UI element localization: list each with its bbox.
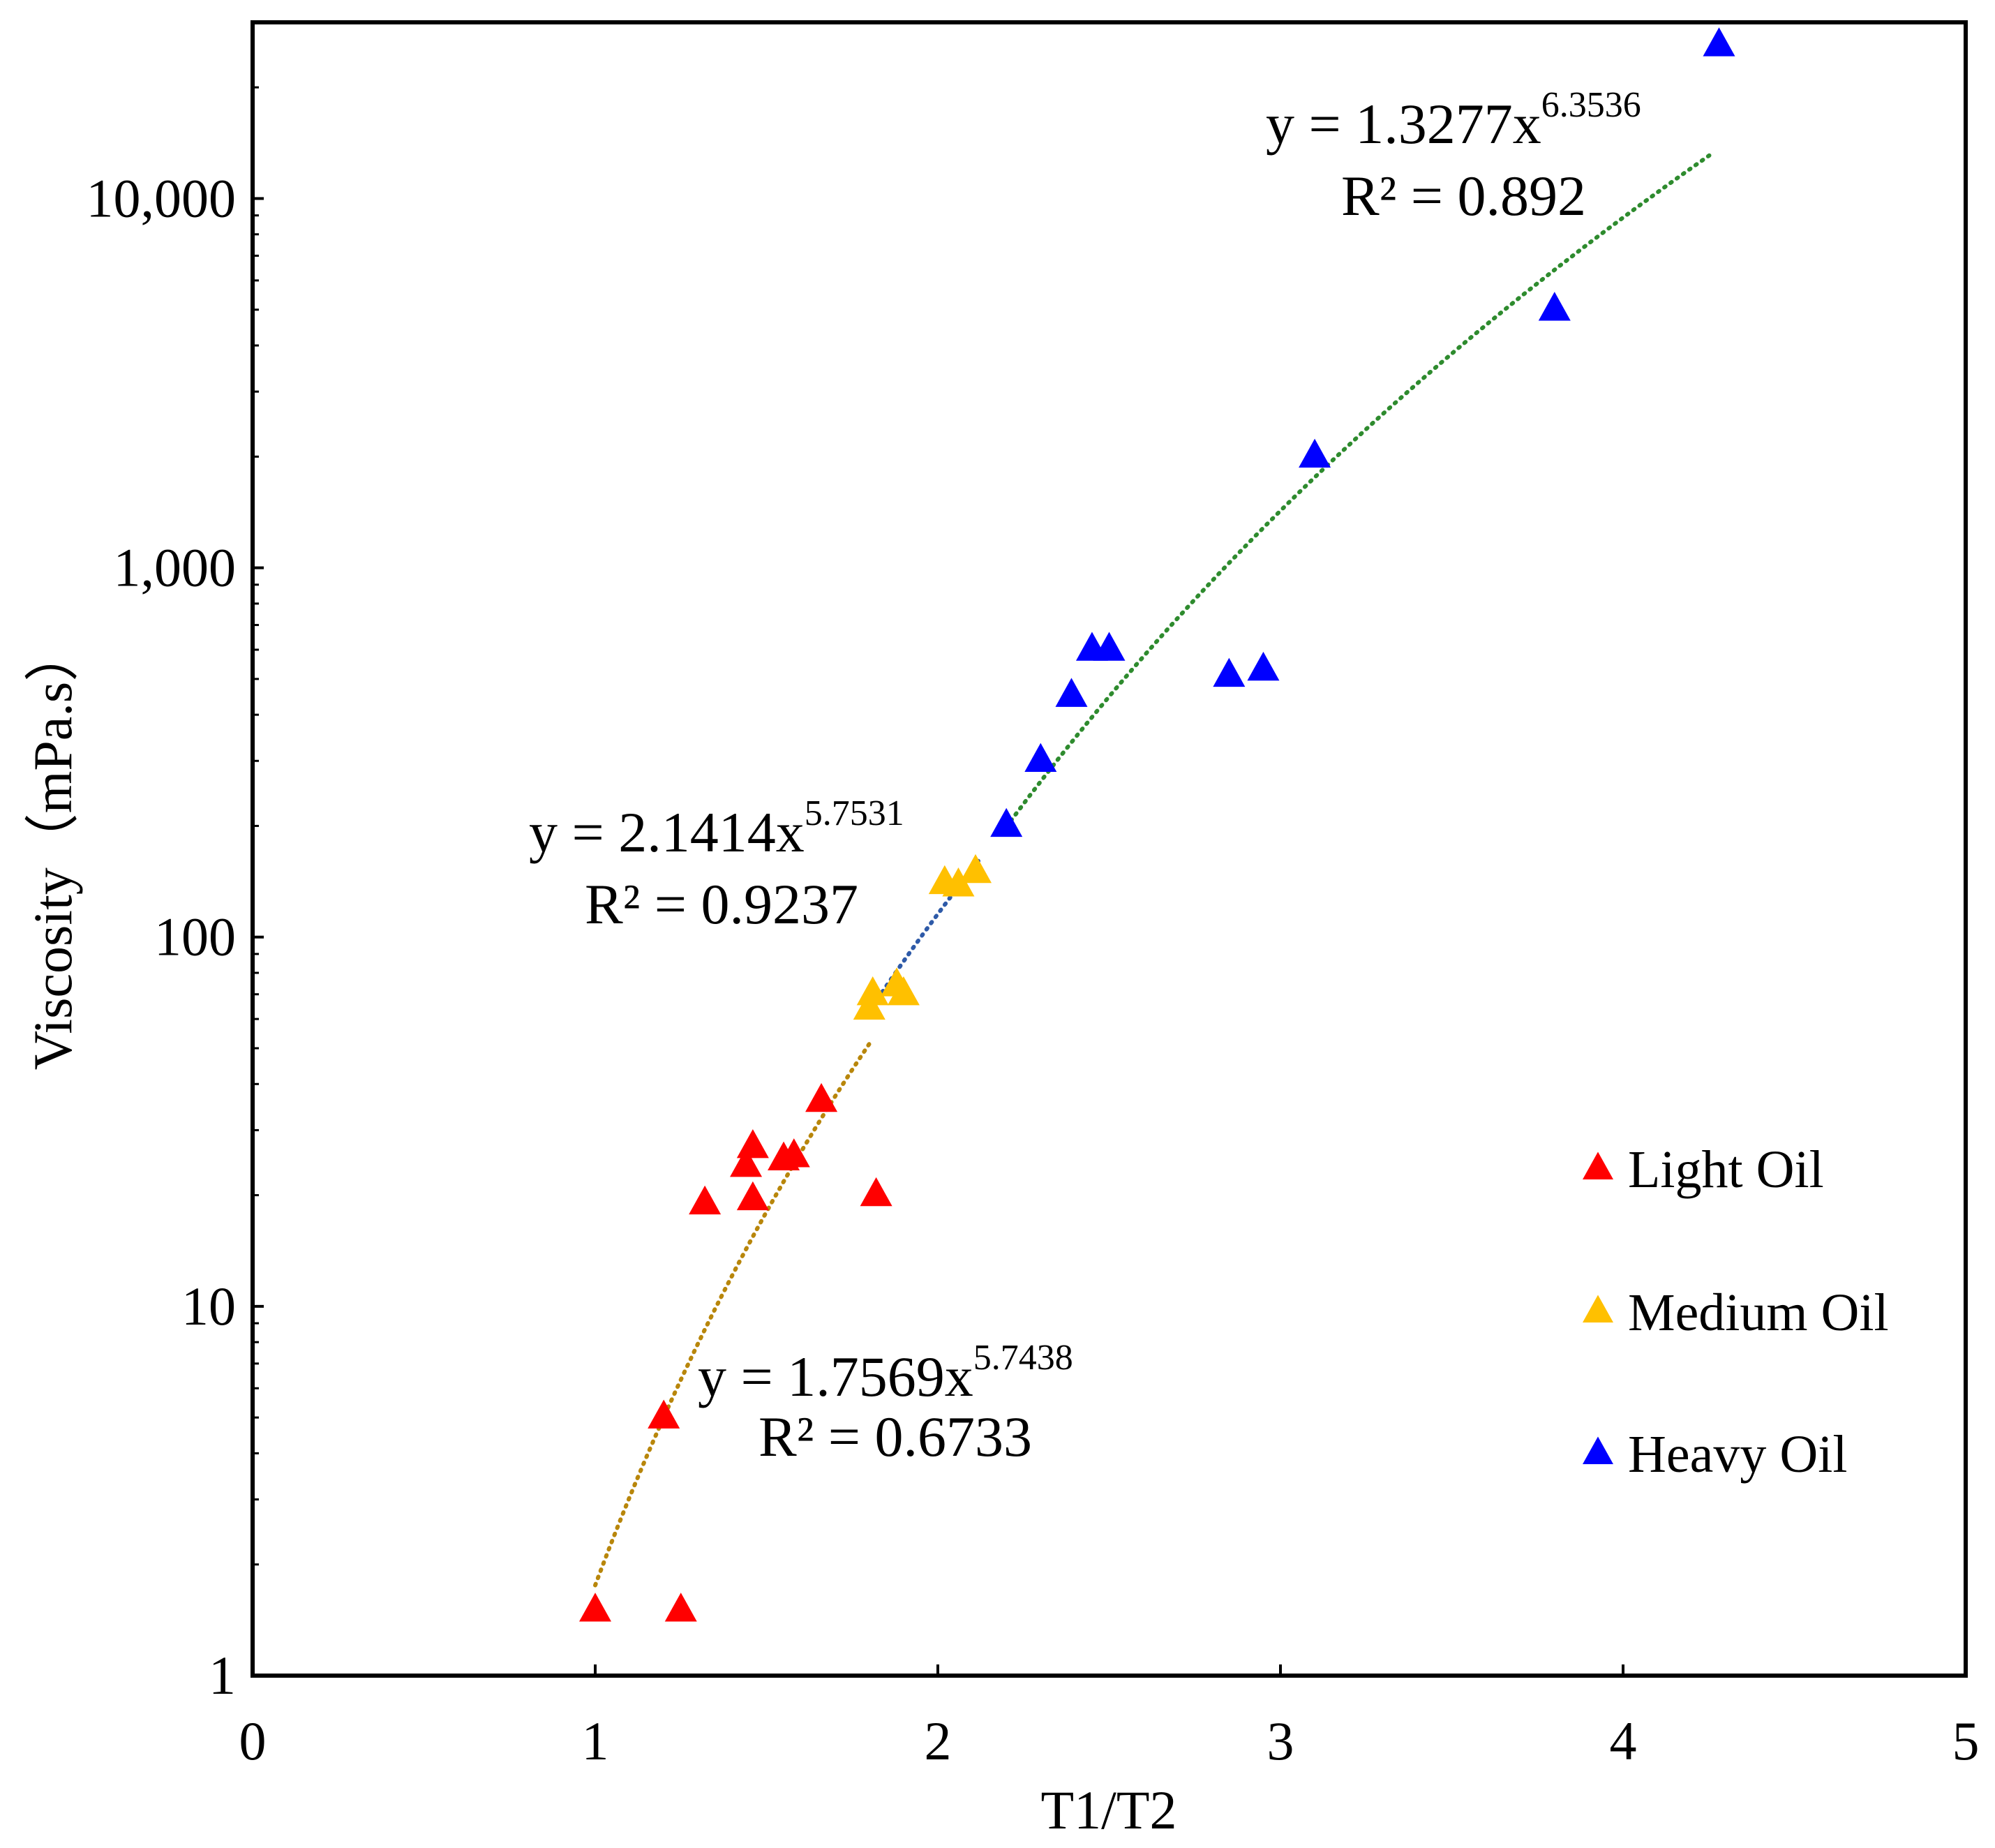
- y-tick-label: 1,000: [114, 537, 237, 598]
- trendline-r-squared: R² = 0.6733: [759, 1405, 1032, 1468]
- data-point: [579, 1593, 611, 1622]
- data-point: [1299, 438, 1331, 468]
- x-tick-label: 5: [1952, 1711, 1980, 1771]
- y-tick-label: 10,000: [87, 167, 237, 228]
- data-point: [1213, 657, 1246, 687]
- x-tick-label: 1: [582, 1711, 609, 1771]
- data-points: [579, 27, 1735, 1622]
- data-point: [736, 1128, 769, 1158]
- trendline-r-squared: R² = 0.9237: [585, 872, 858, 936]
- legend-marker: [1583, 1436, 1613, 1465]
- data-point: [990, 807, 1023, 837]
- x-tick-label: 3: [1267, 1711, 1294, 1771]
- legend-marker: [1583, 1152, 1613, 1180]
- data-point: [1247, 651, 1280, 681]
- trendline-r-squared: R² = 0.892: [1341, 164, 1586, 228]
- data-point: [777, 1138, 810, 1168]
- data-point: [942, 867, 975, 897]
- data-point: [856, 976, 889, 1006]
- data-point: [887, 976, 920, 1006]
- data-point: [959, 854, 992, 884]
- legend-label: Heavy Oil: [1628, 1425, 1847, 1484]
- legend-label: Medium Oil: [1628, 1283, 1889, 1342]
- trendline: [1004, 151, 1714, 829]
- trendline: [593, 1041, 872, 1588]
- data-point: [648, 1399, 680, 1429]
- data-point: [1024, 743, 1057, 773]
- x-axis-title: T1/T2: [1041, 1780, 1177, 1840]
- y-axis-title: Viscosity（mPa.s）: [22, 627, 83, 1071]
- x-tick-label: 4: [1610, 1711, 1637, 1771]
- y-tick-label: 100: [154, 907, 236, 967]
- x-tick-label: 2: [925, 1711, 952, 1771]
- data-point: [730, 1148, 763, 1177]
- data-point: [1538, 292, 1571, 321]
- y-tick-label: 10: [181, 1276, 236, 1336]
- data-point: [1055, 678, 1088, 707]
- data-point: [860, 1177, 892, 1207]
- trendline-equation: y = 1.7569x5.7438: [698, 1338, 1073, 1408]
- y-tick-label: 1: [209, 1645, 236, 1706]
- legend-marker: [1583, 1295, 1613, 1323]
- legend-label: Light Oil: [1628, 1140, 1824, 1199]
- data-point: [1703, 27, 1735, 57]
- data-point: [689, 1185, 722, 1215]
- legend: Light Oil Medium Oil Heavy Oil: [1583, 1140, 1889, 1484]
- data-point: [805, 1082, 838, 1112]
- data-point: [736, 1181, 769, 1211]
- plot-frame: [251, 20, 1968, 1678]
- trendline-equation: y = 1.3277x6.3536: [1266, 85, 1641, 156]
- data-point: [1093, 632, 1126, 661]
- trendline-equation: y = 2.1414x5.7531: [529, 793, 904, 864]
- data-point: [664, 1593, 697, 1622]
- x-tick-label: 0: [239, 1711, 267, 1771]
